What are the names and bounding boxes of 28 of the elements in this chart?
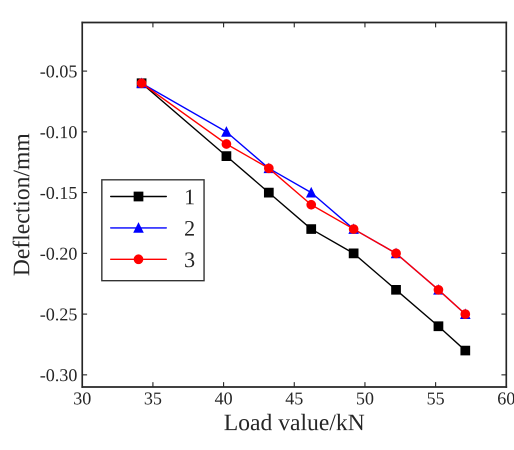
point xyxy=(222,126,232,137)
x-tick-label: 50 xyxy=(356,392,374,405)
point xyxy=(222,139,232,149)
point xyxy=(264,188,274,198)
x-tick-label: 40 xyxy=(214,392,232,405)
x-tick-label: 45 xyxy=(286,392,303,405)
y-tick-label: -0.25 xyxy=(40,308,77,321)
point xyxy=(460,346,470,356)
point xyxy=(391,284,401,295)
y-tick-label: -0.15 xyxy=(40,186,77,200)
legend-label: 1 xyxy=(186,190,194,204)
y-tick-label: -0.05 xyxy=(40,65,77,78)
point xyxy=(348,248,358,258)
legend-label: 2 xyxy=(185,220,194,236)
point xyxy=(222,151,232,162)
y-tick-label: -0.30 xyxy=(40,369,77,382)
x-tick-label: 55 xyxy=(428,392,444,405)
point xyxy=(306,224,316,234)
x-tick-label: 35 xyxy=(144,392,162,405)
point xyxy=(306,200,316,210)
y-tick-label: -0.20 xyxy=(40,248,77,260)
legend-label: 3 xyxy=(185,252,194,268)
point xyxy=(306,188,316,198)
y-axis-title: Deflection/mm xyxy=(12,134,30,276)
y-tick-label: -0.10 xyxy=(40,126,77,138)
x-axis-title: Load value/kN xyxy=(224,414,364,430)
x-tick-label: 30 xyxy=(74,392,91,405)
point xyxy=(434,321,444,332)
